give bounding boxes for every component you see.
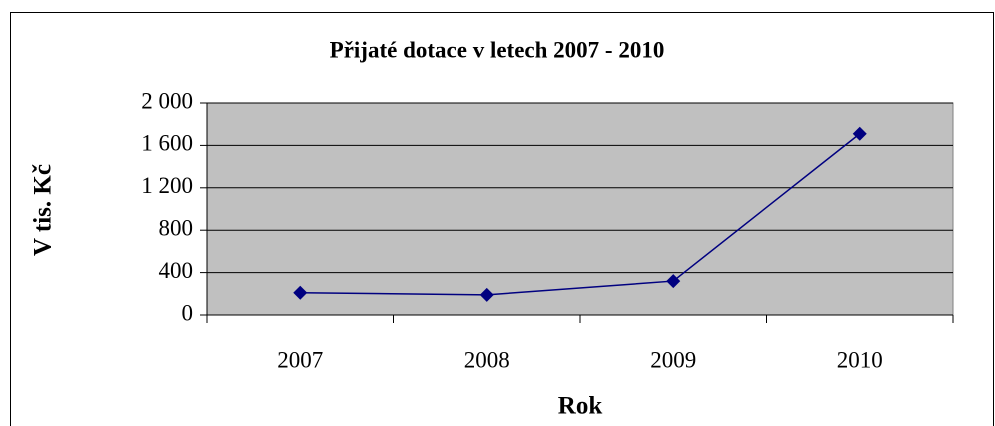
y-tick-label: 1 200 xyxy=(141,173,193,198)
x-tick-label: 2010 xyxy=(837,347,883,372)
y-tick-label: 400 xyxy=(159,258,194,283)
y-tick-label: 0 xyxy=(182,300,194,325)
data-point xyxy=(479,287,494,302)
data-point xyxy=(293,285,308,300)
x-tick-label: 2009 xyxy=(650,347,696,372)
y-axis-label: V tis. Kč xyxy=(30,164,57,256)
plot-area xyxy=(206,102,954,316)
y-tick-label: 1 600 xyxy=(141,131,193,156)
x-tick-label: 2007 xyxy=(277,347,323,372)
chart-title: Přijaté dotace v letech 2007 - 2010 xyxy=(330,37,665,62)
data-point xyxy=(852,126,867,141)
x-tick-label: 2008 xyxy=(464,347,510,372)
data-line xyxy=(300,133,861,296)
data-point xyxy=(666,274,681,289)
x-axis-label: Rok xyxy=(558,393,603,420)
y-tick-label: 800 xyxy=(159,215,194,240)
y-tick-label: 2 000 xyxy=(141,88,193,113)
